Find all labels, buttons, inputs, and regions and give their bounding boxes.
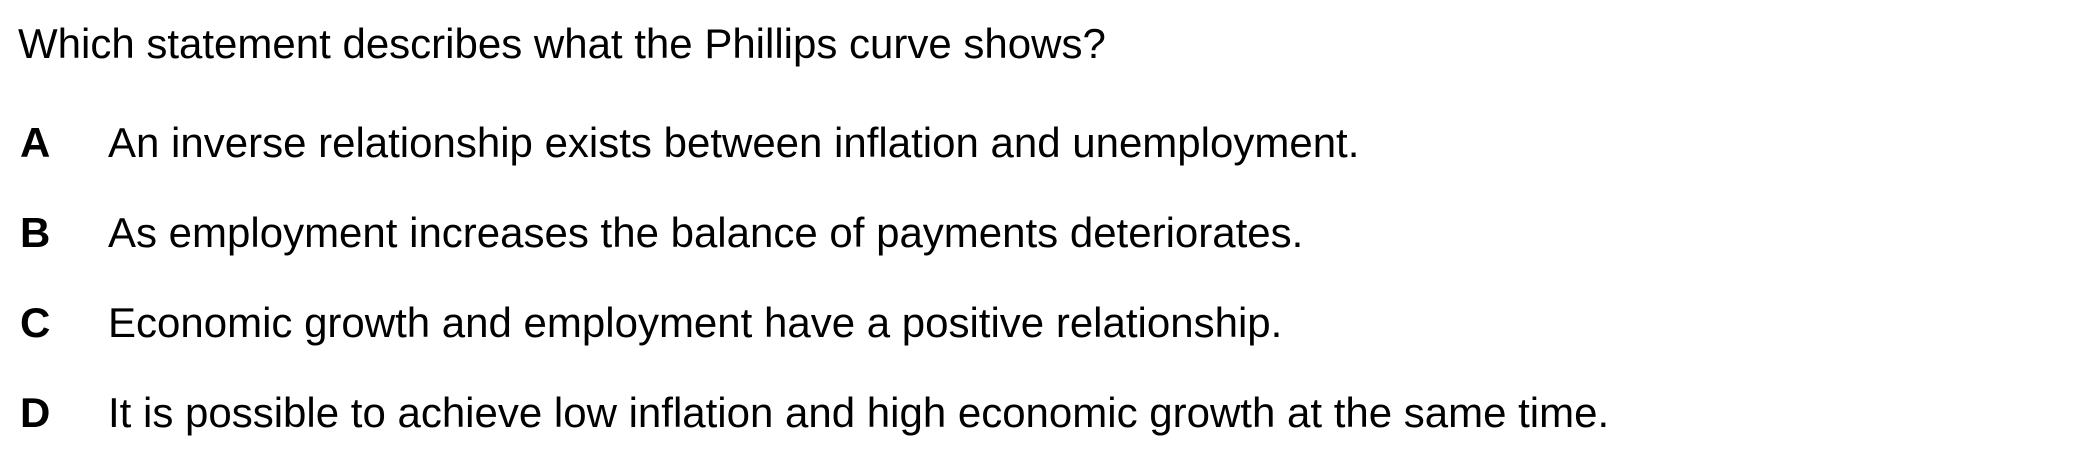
option-letter: D — [20, 389, 51, 436]
answer-option-d[interactable]: D It is possible to achieve low inflatio… — [0, 383, 2100, 443]
answer-option-b[interactable]: B As employment increases the balance of… — [0, 203, 2100, 263]
option-letter: A — [20, 119, 51, 166]
option-text: As employment increases the balance of p… — [108, 209, 1304, 256]
option-text: An inverse relationship exists between i… — [108, 119, 1360, 166]
answer-option-a[interactable]: A An inverse relationship exists between… — [0, 113, 2100, 173]
answer-option-c[interactable]: C Economic growth and employment have a … — [0, 293, 2100, 353]
option-letter: C — [20, 299, 51, 346]
option-text: Economic growth and employment have a po… — [108, 299, 1283, 346]
question-text: Which statement describes what the Phill… — [18, 20, 1106, 67]
option-letter: B — [20, 209, 51, 256]
option-text: It is possible to achieve low inflation … — [108, 389, 1610, 436]
